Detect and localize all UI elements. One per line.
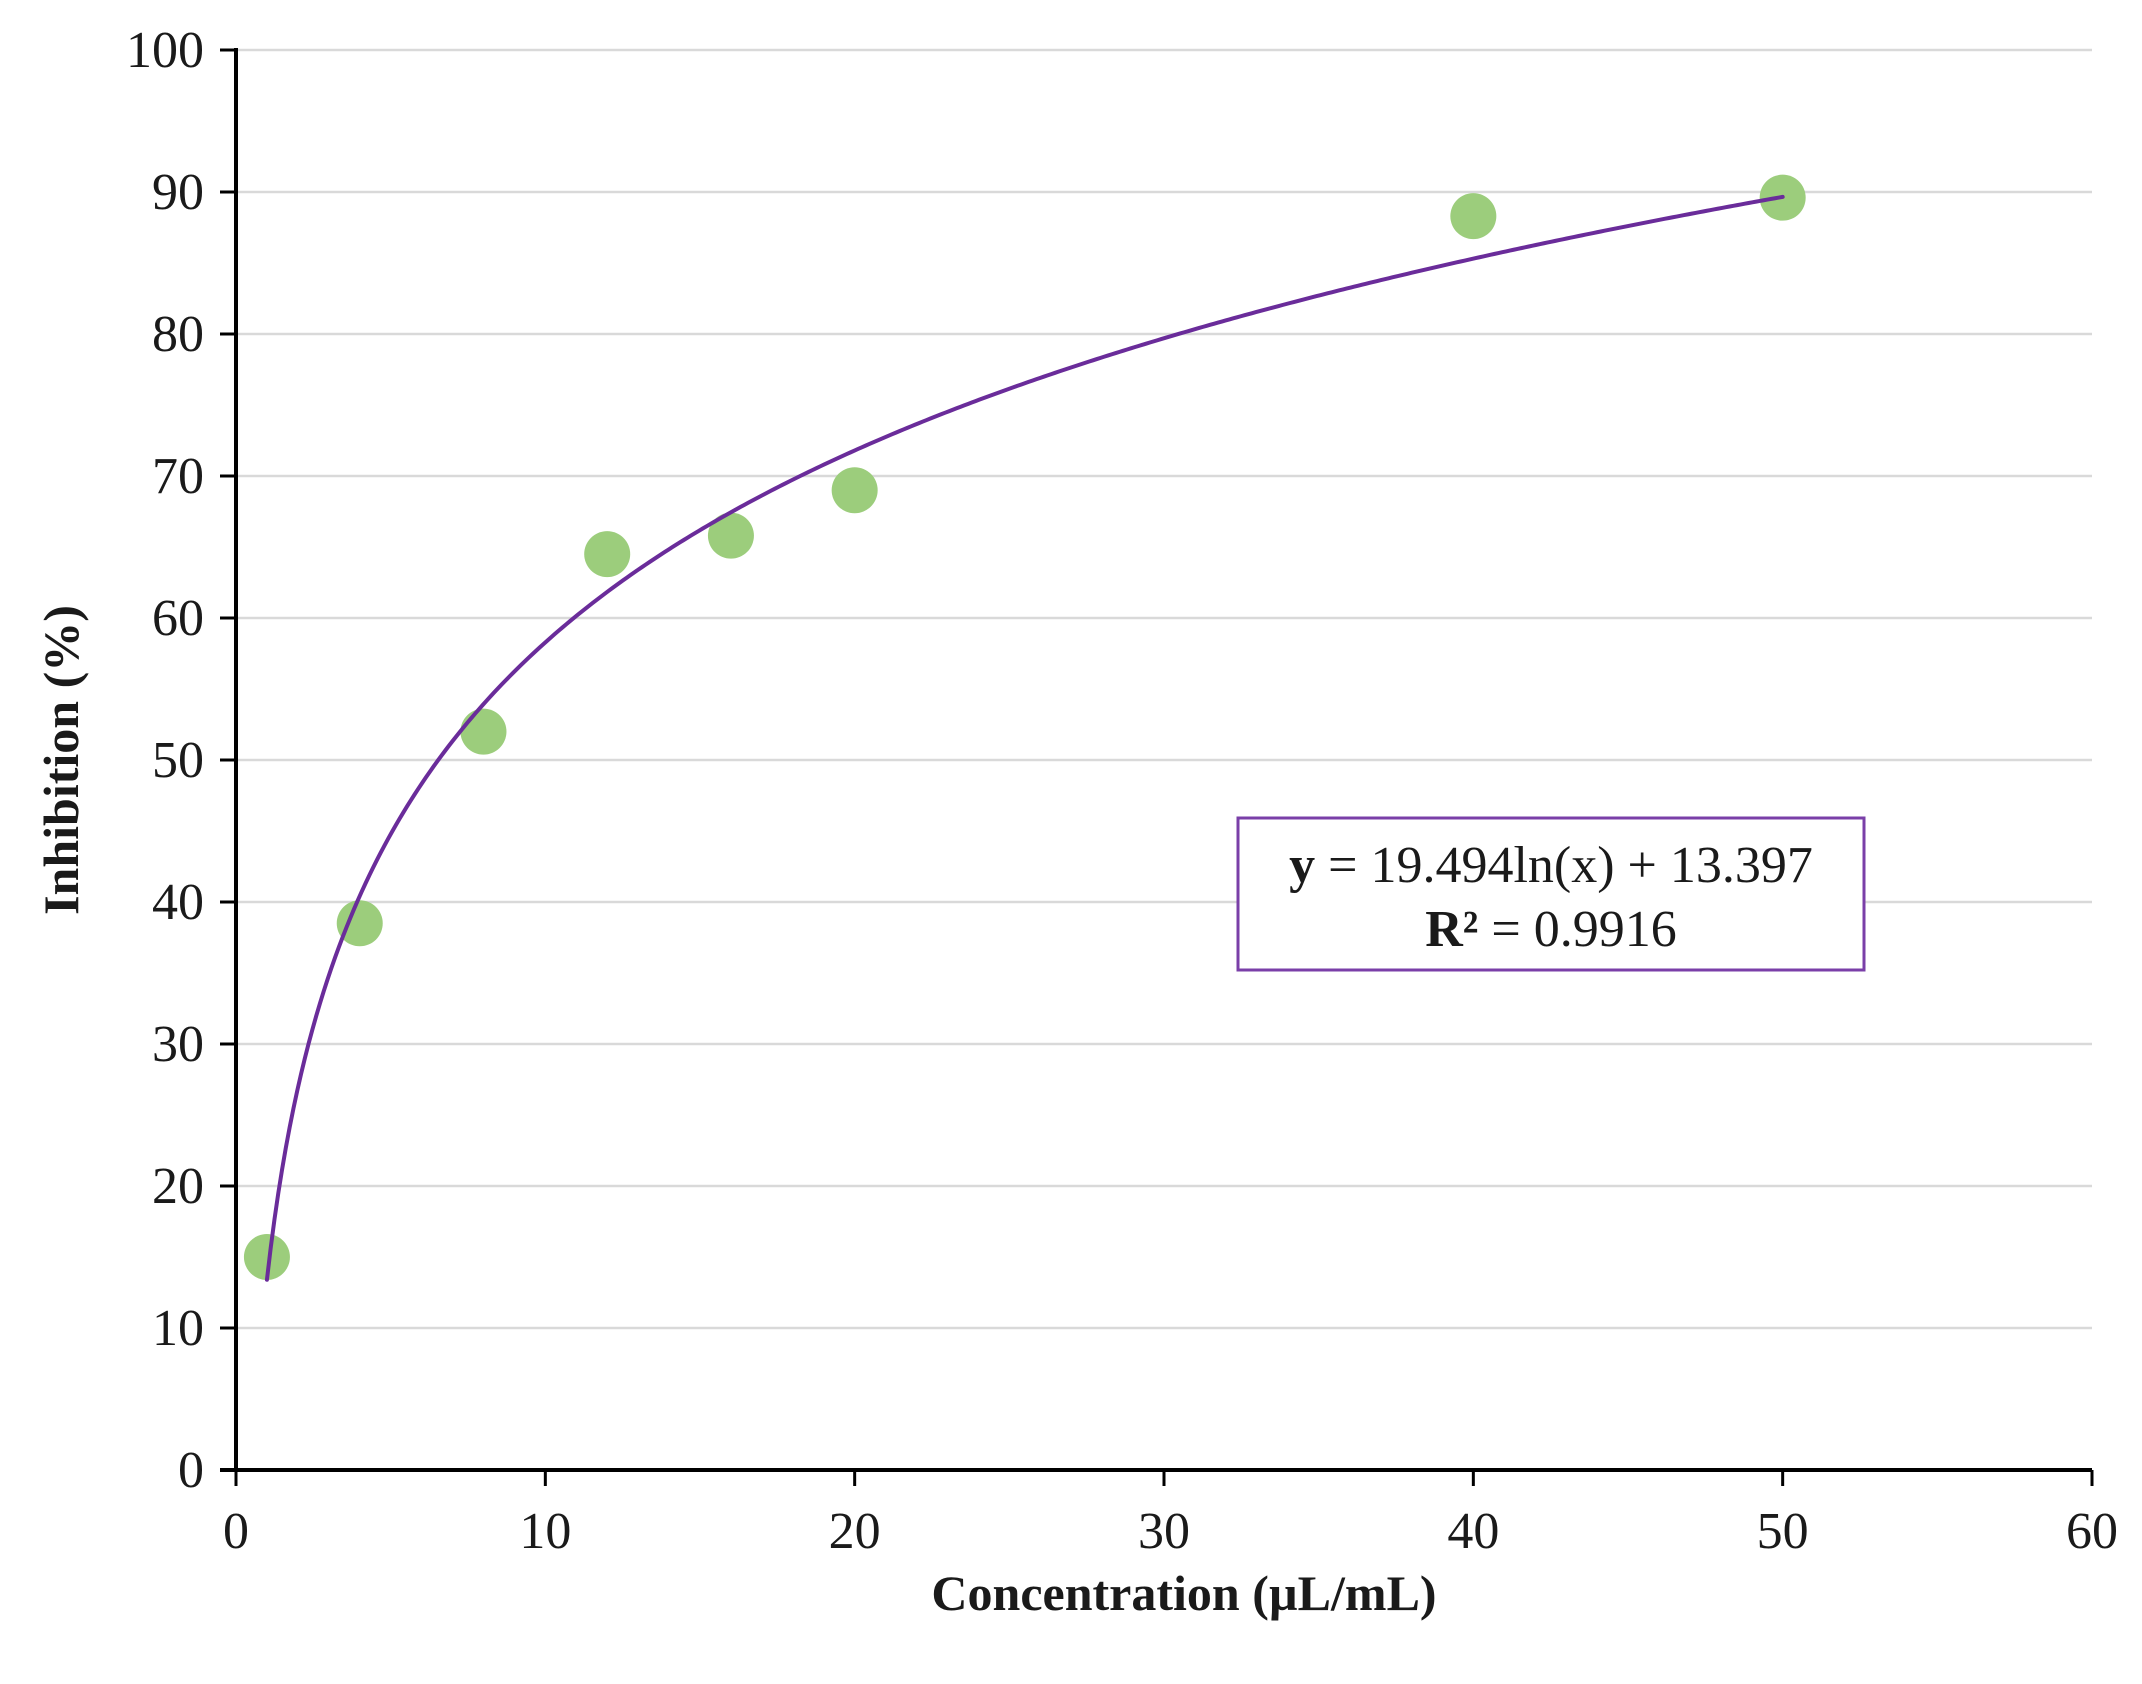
y-tick-label-60: 60 xyxy=(152,590,204,647)
tick-labels: 0 10 20 30 40 50 60 70 80 90 100 0 10 20 30 40 50 60 xyxy=(126,22,2118,1560)
trendline xyxy=(264,194,1785,1282)
y-tick-label-100: 100 xyxy=(126,22,204,79)
x-axis-title: Concentration (µL/mL) xyxy=(931,1565,1436,1621)
y-axis-title: Inhibition (%) xyxy=(33,605,89,915)
data-point-0-5 xyxy=(831,467,878,514)
y-tick-label-90: 90 xyxy=(152,164,204,221)
y-tick-label-70: 70 xyxy=(152,448,204,505)
axes xyxy=(220,48,2094,1486)
data-point-0-6 xyxy=(1450,193,1497,240)
equation-box: y = 19.494ln(x) + 13.397 R² = 0.9916 xyxy=(1236,816,1866,972)
x-tick-label-20: 20 xyxy=(829,1503,881,1560)
y-tick-label-20: 20 xyxy=(152,1158,204,1215)
y-tick-label-80: 80 xyxy=(152,306,204,363)
x-tick-label-40: 40 xyxy=(1447,1503,1499,1560)
y-tick-label-50: 50 xyxy=(152,732,204,789)
data-point-0-1 xyxy=(336,900,383,947)
y-tick-label-40: 40 xyxy=(152,874,204,931)
data-point-0-3 xyxy=(584,531,631,578)
x-tick-label-0: 0 xyxy=(223,1503,249,1560)
y-tick-label-30: 30 xyxy=(152,1016,204,1073)
data-point-0-2 xyxy=(460,708,507,755)
equation-box-border xyxy=(1236,816,1866,972)
gridlines xyxy=(236,48,2092,1330)
x-tick-label-50: 50 xyxy=(1757,1503,1809,1560)
y-tick-label-0: 0 xyxy=(178,1442,204,1499)
x-tick-label-60: 60 xyxy=(2066,1503,2118,1560)
y-tick-label-10: 10 xyxy=(152,1300,204,1357)
r2-rest: = 0.9916 xyxy=(1478,901,1676,958)
r-squared-value: R² = 0.9916 xyxy=(1425,901,1676,958)
equation-rest: = 19.494ln(x) + 13.397 xyxy=(1315,837,1813,894)
x-tick-label-10: 10 xyxy=(519,1503,571,1560)
r2-lead: R² xyxy=(1425,901,1478,958)
data-point-0-4 xyxy=(707,512,754,559)
x-tick-label-30: 30 xyxy=(1138,1503,1190,1560)
trendline-equation: y = 19.494ln(x) + 13.397 xyxy=(1289,837,1813,894)
equation-lead: y xyxy=(1289,837,1315,894)
trendline-layer xyxy=(264,194,1785,1282)
data-points xyxy=(243,174,1806,1280)
data-point-0-0 xyxy=(243,1234,290,1280)
